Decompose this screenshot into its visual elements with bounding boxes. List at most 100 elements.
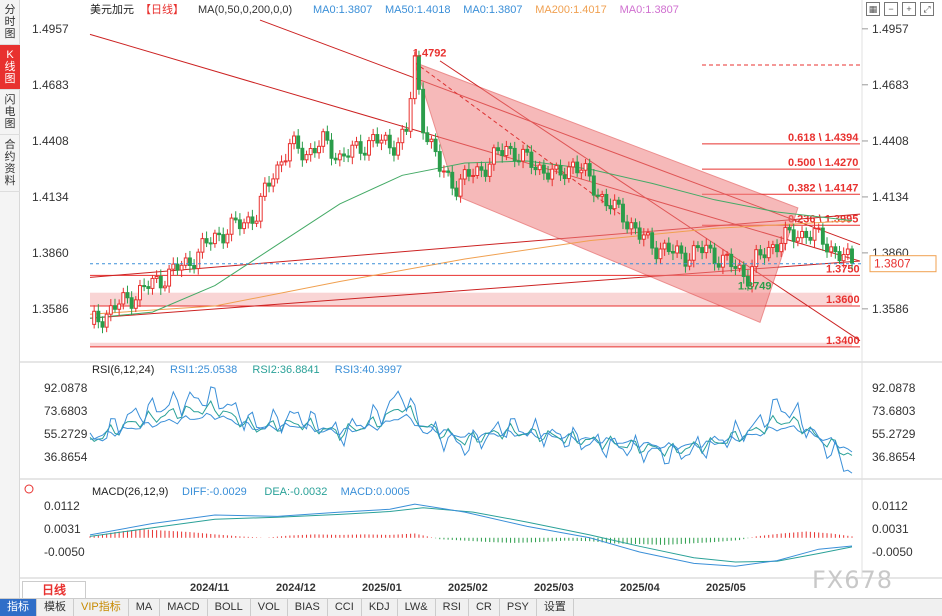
- candle: [162, 285, 167, 289]
- candle: [150, 277, 155, 289]
- bottom-tab-lw-[interactable]: LW&: [398, 599, 436, 616]
- minus-icon[interactable]: −: [884, 2, 898, 16]
- expand-icon[interactable]: ⤢: [920, 2, 934, 16]
- candle: [450, 171, 455, 189]
- candle: [100, 321, 105, 328]
- rsi3-line: [89, 412, 853, 453]
- candle: [770, 244, 775, 248]
- x-tick-label: 2024/11: [190, 582, 229, 594]
- bottom-tab--[interactable]: 模板: [37, 599, 74, 616]
- candle: [633, 222, 638, 229]
- candle: [371, 134, 376, 142]
- period-tab[interactable]: 日线: [22, 581, 86, 598]
- candle: [279, 161, 284, 166]
- x-tick-label: 2025/04: [620, 582, 661, 594]
- candle: [92, 310, 97, 325]
- macd-tick-left: 0.0031: [44, 522, 81, 536]
- candle: [242, 222, 247, 230]
- candle: [212, 232, 217, 245]
- candle: [596, 194, 600, 197]
- candle: [142, 285, 147, 288]
- candle: [508, 145, 513, 149]
- candle: [775, 244, 780, 253]
- candle: [716, 263, 721, 268]
- bottom-tab--[interactable]: 设置: [537, 599, 574, 616]
- sidebar-tab-1[interactable]: K 线 图: [0, 45, 20, 90]
- candle: [791, 229, 796, 242]
- candle: [208, 242, 213, 245]
- macd-tick-right: -0.0050: [872, 545, 913, 559]
- candle: [683, 252, 688, 267]
- sidebar-tab-2[interactable]: 闪 电 图: [0, 90, 20, 135]
- candle: [412, 55, 417, 100]
- candle: [454, 187, 459, 197]
- candle: [512, 147, 517, 162]
- bottom-tab-macd[interactable]: MACD: [160, 599, 208, 616]
- candle: [321, 131, 326, 147]
- bottom-tab-kdj[interactable]: KDJ: [362, 599, 398, 616]
- candle: [308, 147, 313, 156]
- candle: [516, 160, 521, 163]
- candle: [679, 245, 684, 254]
- bottom-tab-bias[interactable]: BIAS: [288, 599, 328, 616]
- candle: [612, 199, 617, 210]
- bottom-tab-boll[interactable]: BOLL: [208, 599, 251, 616]
- candle: [437, 151, 442, 172]
- candle: [117, 303, 122, 310]
- bottom-tab-ma[interactable]: MA: [129, 599, 161, 616]
- candle: [108, 305, 113, 315]
- candle: [183, 257, 188, 266]
- candle: [408, 98, 413, 132]
- bottom-tab-psy[interactable]: PSY: [500, 599, 537, 616]
- candle: [571, 161, 575, 168]
- candle: [317, 145, 321, 154]
- sidebar-tab-0[interactable]: 分 时 图: [0, 0, 20, 45]
- candle: [283, 160, 288, 163]
- candle: [579, 169, 584, 174]
- price-tick-right: 1.3586: [872, 302, 909, 316]
- candle: [521, 148, 526, 162]
- candle: [850, 248, 854, 264]
- candle: [525, 148, 530, 153]
- bottom-tab--[interactable]: 指标: [0, 599, 37, 616]
- candle: [113, 305, 117, 310]
- candle: [737, 264, 742, 269]
- candle: [604, 193, 609, 207]
- ma50-line: [89, 160, 853, 319]
- candle: [529, 151, 534, 168]
- wedge-midline: [414, 62, 621, 215]
- price-tick-left: 1.3586: [32, 302, 69, 316]
- candle: [171, 263, 176, 270]
- candle: [271, 178, 276, 187]
- candle: [600, 193, 605, 197]
- candle: [541, 164, 546, 174]
- x-tick-label: 2025/01: [362, 582, 402, 594]
- candle: [358, 141, 363, 154]
- chart-canvas[interactable]: 美元加元 【日线】 MA(0,50,0,200,0,0) MA0:1.3807 MA50…: [20, 0, 942, 598]
- candle: [558, 165, 563, 176]
- candle: [829, 246, 834, 253]
- candle: [121, 292, 126, 305]
- ma-value-label: MA50:1.4018: [385, 4, 450, 16]
- candle: [729, 253, 734, 268]
- candle: [187, 257, 192, 266]
- candle: [795, 237, 800, 242]
- plus-icon[interactable]: +: [902, 2, 916, 16]
- bottom-tab-vol[interactable]: VOL: [251, 599, 288, 616]
- bottom-tab-rsi[interactable]: RSI: [436, 599, 469, 616]
- macd-tick-left: 0.0112: [44, 499, 80, 513]
- fib-label: 0.236 \ 1.3995: [788, 213, 858, 225]
- layout-icon[interactable]: ▦: [866, 2, 880, 16]
- candle: [342, 153, 346, 157]
- rsi-tick-right: 55.2729: [872, 427, 916, 441]
- macd-tick-right: 0.0031: [872, 522, 909, 536]
- bottom-tab-cci[interactable]: CCI: [328, 599, 362, 616]
- bottom-tab-cr[interactable]: CR: [469, 599, 500, 616]
- bottom-tab-vip-[interactable]: VIP指标: [74, 599, 129, 616]
- candle: [812, 228, 817, 241]
- candle: [800, 230, 804, 239]
- candle: [750, 266, 755, 287]
- sidebar-tab-3[interactable]: 合 约 资 料: [0, 135, 20, 192]
- candle: [779, 242, 784, 253]
